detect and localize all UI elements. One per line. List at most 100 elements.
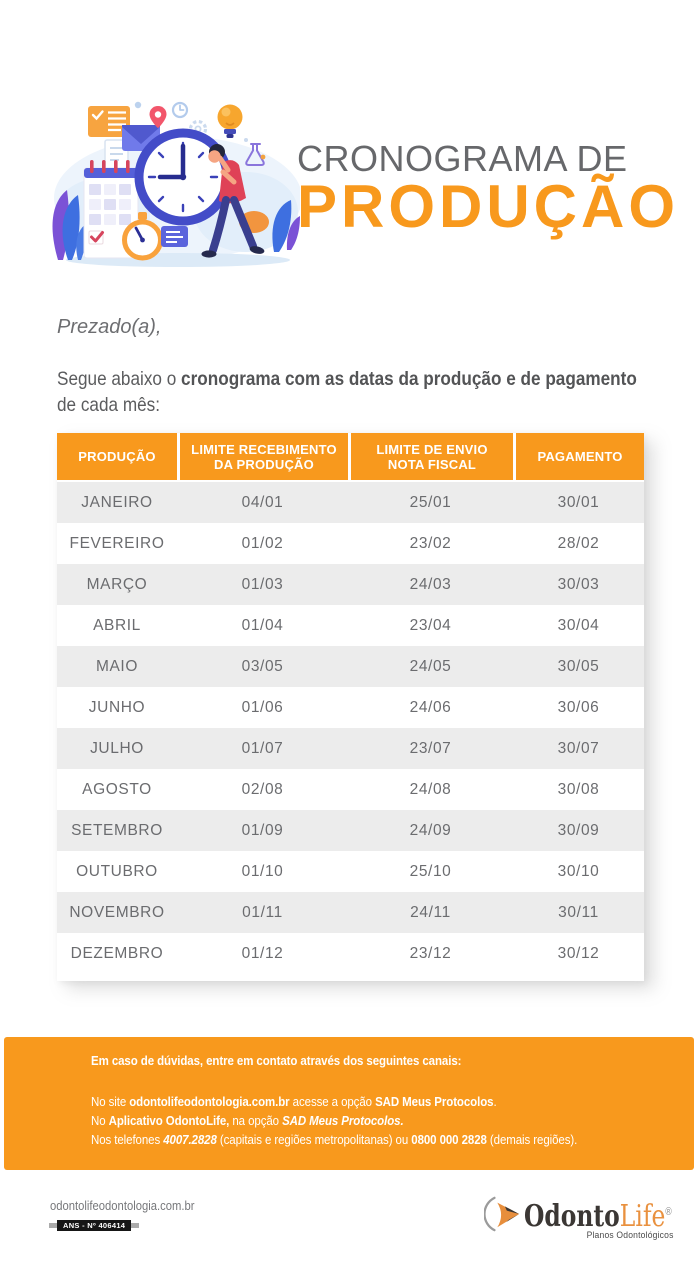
table-cell: 04/01 <box>241 493 284 511</box>
contact-segment: . <box>493 1095 497 1109</box>
table-cell: AGOSTO <box>82 780 152 798</box>
clock-icon <box>134 128 232 226</box>
logo-wordmark: OdontoLife® <box>524 1192 672 1237</box>
table-cell: 25/01 <box>409 493 452 511</box>
table-row: JULHO 01/07 23/07 30/07 <box>57 728 644 769</box>
column-header: LIMITE DE ENVIO NOTA FISCAL <box>348 433 513 480</box>
column-header: LIMITE RECEBIMENTO DA PRODUÇÃO <box>177 433 348 480</box>
table-cell: 28/02 <box>557 534 600 552</box>
contact-box: Em caso de dúvidas, entre em contato atr… <box>4 1037 694 1170</box>
contact-website-link[interactable]: odontolifeodontologia.com.br <box>129 1095 290 1109</box>
logo-word-life: Life <box>619 1199 666 1234</box>
contact-segment-bold: Aplicativo OdontoLife, <box>108 1114 230 1128</box>
table-row: ABRIL 01/04 23/04 30/04 <box>57 605 644 646</box>
table-cell: MARÇO <box>86 575 148 593</box>
table-cell: 30/12 <box>557 944 600 962</box>
sticky-note-icon <box>88 106 130 137</box>
ans-badge-bar-right <box>131 1223 140 1228</box>
contact-segment: (capitais e regiões metropolitanas) ou <box>216 1133 412 1147</box>
table-row: MAIO 03/05 24/05 30/05 <box>57 646 644 687</box>
table-cell: JULHO <box>90 739 144 757</box>
schedule-table: PRODUÇÃO LIMITE RECEBIMENTO DA PRODUÇÃO LIM… <box>57 433 644 981</box>
table-cell: 30/09 <box>557 821 600 839</box>
table-cell: FEVEREIRO <box>69 534 165 552</box>
table-row: DEZEMBRO 01/12 23/12 30/12 <box>57 933 644 974</box>
table-cell: MAIO <box>95 657 138 675</box>
table-cell: SETEMBRO <box>71 821 163 839</box>
contact-heading: Em caso de dúvidas, entre em contato atr… <box>91 1054 462 1068</box>
registered-mark: ® <box>665 1206 672 1218</box>
table-cell: 30/11 <box>558 903 599 921</box>
table-cell: 23/07 <box>409 739 452 757</box>
table-row: JUNHO 01/06 24/06 30/06 <box>57 687 644 728</box>
stopwatch-icon <box>122 212 163 261</box>
table-cell: 30/04 <box>557 616 600 634</box>
website-link[interactable]: odontolifeodontologia.com.br <box>50 1199 195 1213</box>
table-cell: 25/10 <box>409 862 452 880</box>
table-cell: ABRIL <box>93 616 141 634</box>
contact-segment-bold: SAD Meus Protocolos <box>375 1095 494 1109</box>
intro-segment: Segue abaixo o <box>57 368 182 390</box>
table-cell: 24/03 <box>409 575 452 593</box>
table-cell: 01/10 <box>241 862 284 880</box>
bubble-dot <box>134 101 142 109</box>
table-cell: 01/07 <box>241 739 284 757</box>
table-row: NOVEMBRO 01/11 24/11 30/11 <box>57 892 644 933</box>
table-row: FEVEREIRO 01/02 23/02 28/02 <box>57 523 644 564</box>
contact-segment: na opção <box>229 1114 283 1128</box>
table-row: JANEIRO 04/01 25/01 30/01 <box>57 482 644 523</box>
contact-line-app: No Aplicativo OdontoLife, na opção SAD M… <box>91 1112 577 1131</box>
table-cell: OUTUBRO <box>76 862 158 880</box>
small-clock-icon <box>171 101 189 119</box>
plant-left-icon <box>52 190 87 260</box>
table-cell: NOVEMBRO <box>69 903 165 921</box>
ans-registration-badge: ANS - Nº 406414 <box>49 1220 140 1231</box>
table-cell: 30/08 <box>557 780 600 798</box>
table-cell: 01/12 <box>241 944 284 962</box>
table-cell: DEZEMBRO <box>70 944 164 962</box>
table-cell: 30/05 <box>557 657 600 675</box>
table-cell: 01/11 <box>242 903 283 921</box>
greeting-text: Prezado(a), <box>57 316 162 338</box>
table-cell: 01/06 <box>241 698 284 716</box>
intro-segment: de cada mês: <box>57 394 161 416</box>
odontolife-logo-icon <box>484 1196 520 1232</box>
contact-phone-number: 0800 000 2828 <box>411 1133 487 1147</box>
table-cell: 23/04 <box>409 616 452 634</box>
contact-line-phones: Nos telefones 4007.2828 (capitais e regi… <box>91 1131 577 1150</box>
hero-illustration <box>52 101 300 267</box>
lightbulb-icon <box>217 104 243 138</box>
contact-segment: acesse a opção <box>289 1095 376 1109</box>
table-header-row: PRODUÇÃO LIMITE RECEBIMENTO DA PRODUÇÃO LIM… <box>57 433 644 480</box>
table-cell: 23/12 <box>409 944 452 962</box>
ans-badge-bar-left <box>49 1223 57 1228</box>
contact-phone-number: 4007.2828 <box>163 1133 217 1147</box>
odontolife-logo: OdontoLife® Planos Odontológicos <box>484 1192 684 1242</box>
logo-tagline: Planos Odontológicos <box>587 1230 674 1240</box>
table-row: MARÇO 01/03 24/03 30/03 <box>57 564 644 605</box>
note-icon <box>161 226 188 247</box>
title-line-2: PRODUÇÃO <box>297 173 680 240</box>
contact-line-site: No site odontolifeodontologia.com.br ace… <box>91 1093 577 1112</box>
table-cell: 30/10 <box>557 862 600 880</box>
intro-segment-bold: cronograma com as datas da produção e de… <box>181 368 637 390</box>
hero-section: CRONOGRAMA DE PRODUÇÃO <box>0 0 698 300</box>
contact-box-content: Em caso de dúvidas, entre em contato atr… <box>91 1053 619 1150</box>
column-header: PAGAMENTO <box>513 433 644 480</box>
table-row: OUTUBRO 01/10 25/10 30/10 <box>57 851 644 892</box>
bubble-dot <box>260 154 266 160</box>
table-body: JANEIRO 04/01 25/01 30/01 FEVEREIRO 01/02 23/0… <box>57 482 644 974</box>
table-cell: 24/09 <box>409 821 452 839</box>
column-header: PRODUÇÃO <box>57 433 177 480</box>
table-cell: 01/03 <box>241 575 284 593</box>
table-cell: 02/08 <box>241 780 284 798</box>
table-cell: 01/04 <box>241 616 284 634</box>
contact-segment-bold-italic: SAD Meus Protocolos. <box>282 1114 404 1128</box>
contact-segment: No <box>91 1114 109 1128</box>
table-cell: 23/02 <box>409 534 452 552</box>
table-cell: 01/02 <box>241 534 284 552</box>
table-cell: 01/09 <box>241 821 284 839</box>
table-cell: 30/01 <box>557 493 600 511</box>
contact-segment: (demais regiões). <box>486 1133 578 1147</box>
